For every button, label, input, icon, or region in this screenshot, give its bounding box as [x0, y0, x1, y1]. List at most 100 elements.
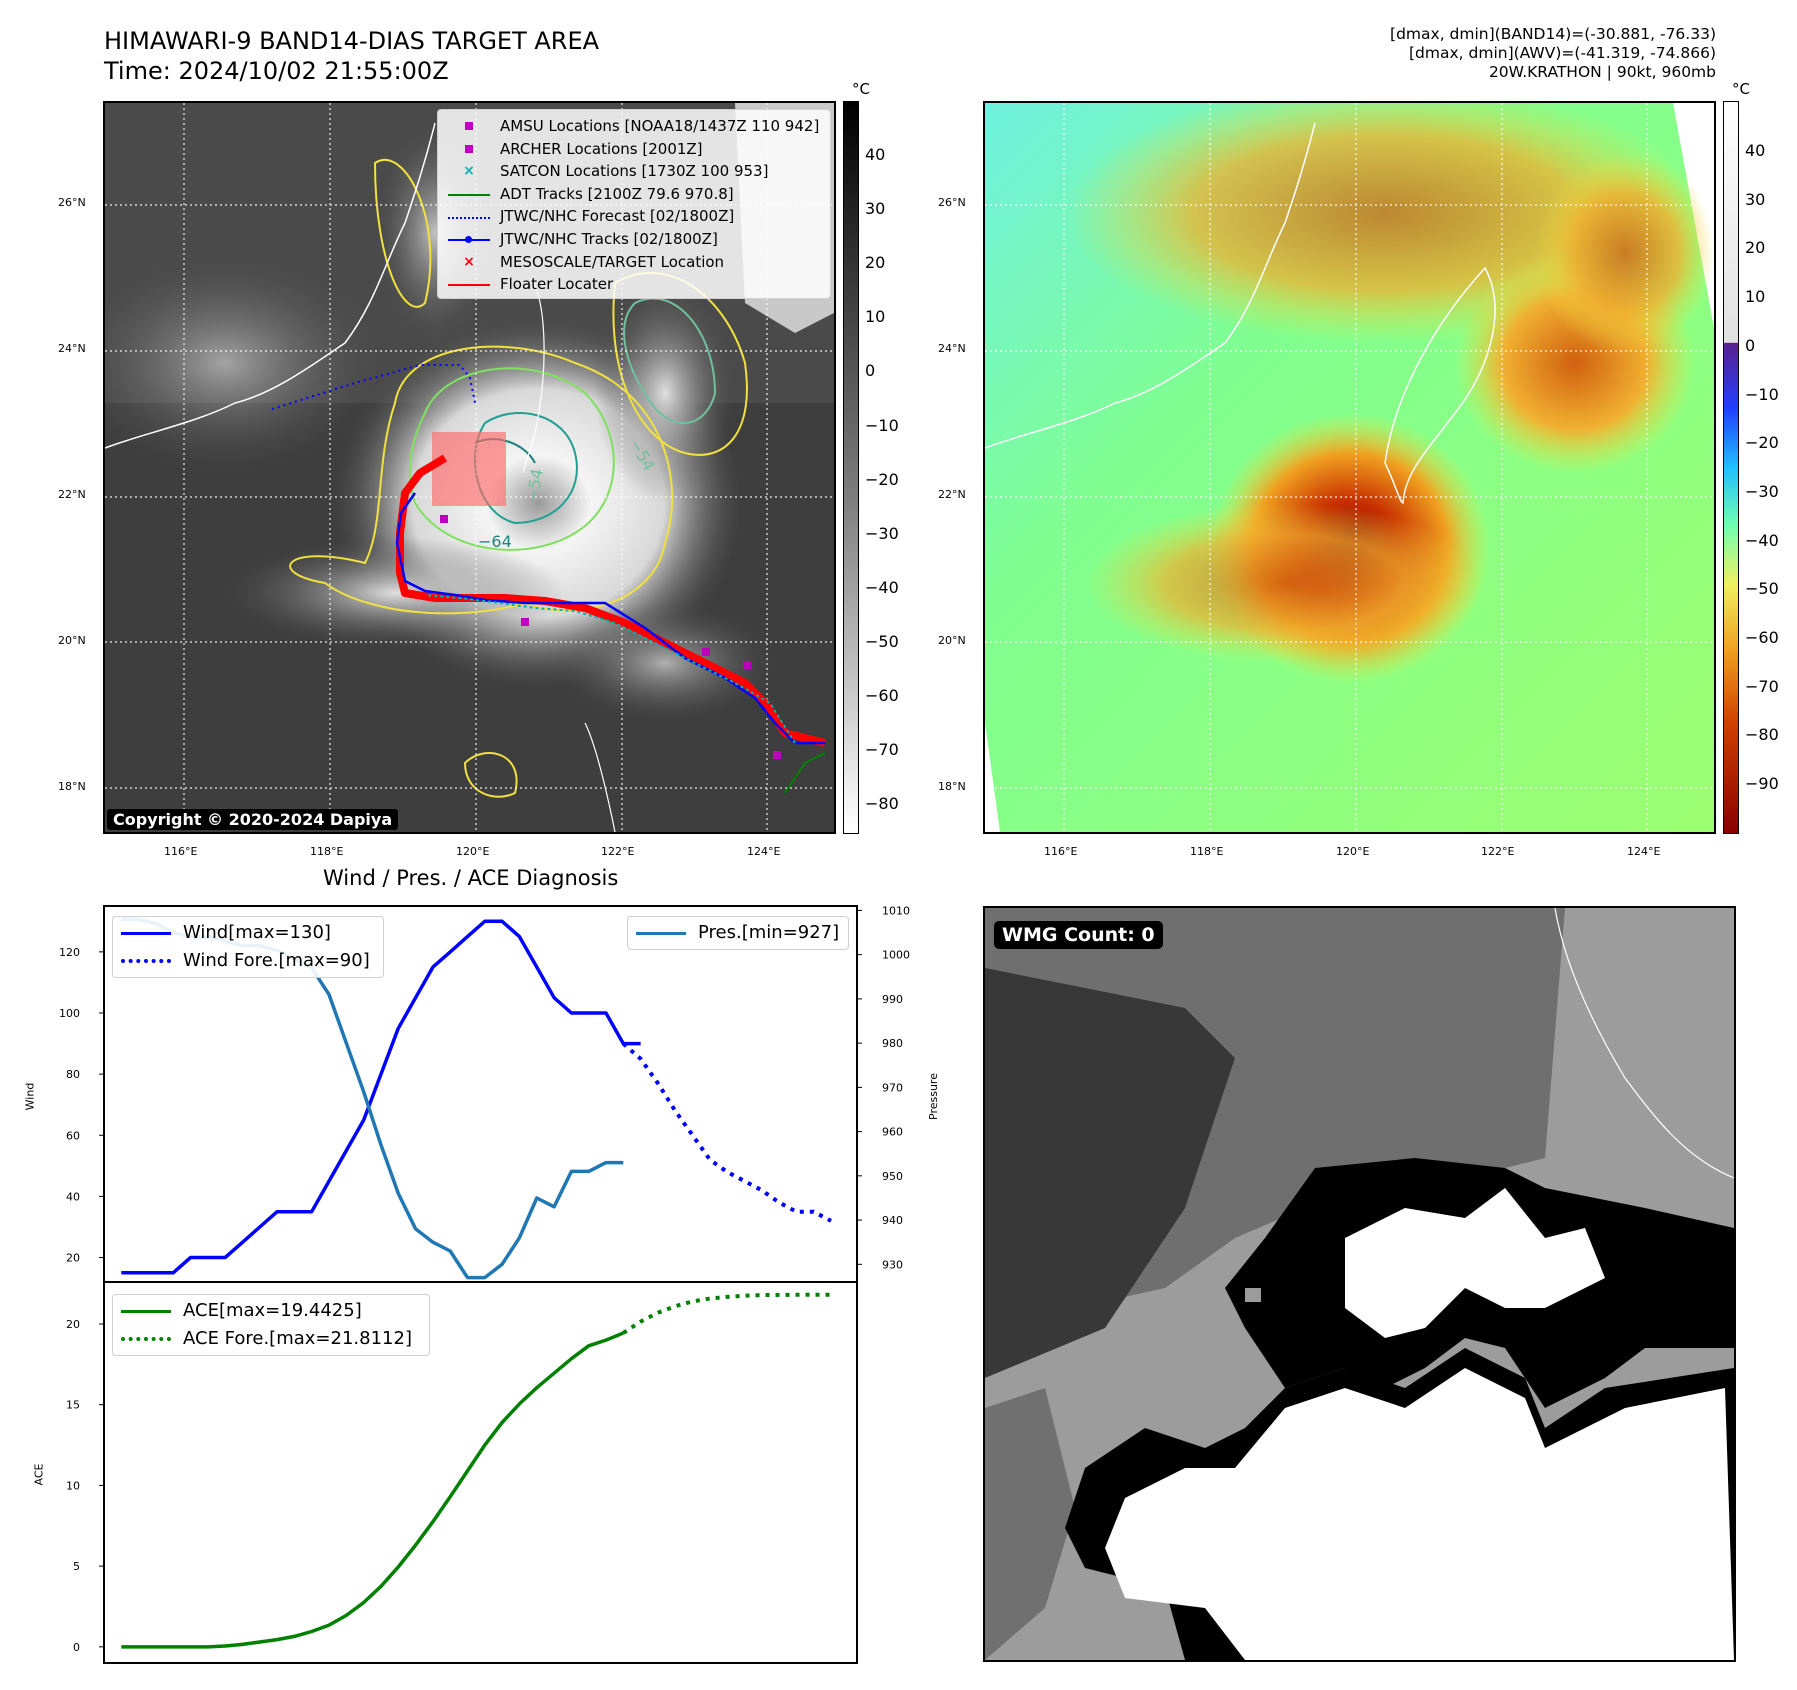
legend-row-target: × MESOSCALE/TARGET Location	[446, 251, 822, 274]
wind-ytick-label: 100	[59, 1007, 80, 1020]
pressure-ytick-label: 980	[882, 1037, 903, 1050]
solid-line-icon	[121, 1309, 171, 1313]
colorbar-tick-label: −80	[865, 794, 899, 814]
colorbar-tick-label: −50	[1745, 579, 1779, 599]
colorbar-tick-label: −10	[1745, 384, 1779, 404]
ace-ytick-label: 20	[66, 1318, 80, 1331]
meta-awv-range: [dmax, dmin](AWV)=(-41.319, -74.866)	[1409, 44, 1716, 62]
lat-label: 20°N	[58, 634, 86, 647]
wmg-count-label: WMG Count: 0	[994, 921, 1163, 949]
colorbar-tick-label: 40	[865, 145, 886, 164]
colorbar-tick-label: −20	[1745, 433, 1779, 453]
colorbar-tick-label: 20	[865, 253, 886, 273]
colorbar-tick-label: 10	[865, 307, 886, 327]
colorbar-tick-label: −60	[1745, 628, 1779, 647]
lon-label: 120°E	[1336, 845, 1370, 858]
colorbar-tick-label: −60	[865, 686, 899, 705]
awv-map-image	[985, 103, 1714, 832]
awv-map-panel[interactable]	[983, 101, 1716, 834]
ace-series-line-0	[121, 1331, 624, 1649]
x-marker-icon: ×	[463, 253, 475, 270]
pressure-ytick-label: 1010	[882, 904, 910, 917]
solid-line-icon	[121, 931, 171, 935]
legend-row-adt: ADT Tracks [2100Z 79.6 970.8]	[446, 183, 822, 206]
legend-row-wind-forecast: Wind Fore.[max=90]	[121, 947, 375, 975]
pressure-axis-label: Pressure	[926, 1073, 940, 1120]
wind-ytick-label: 120	[59, 946, 80, 959]
series-line-0	[121, 919, 641, 1275]
ace-ytick-label: 15	[66, 1399, 80, 1412]
lon-label: 116°E	[164, 845, 198, 858]
square-marker-icon	[446, 119, 492, 133]
colorbar-tick-label: 0	[865, 361, 876, 381]
ace-legend: ACE[max=19.4425] ACE Fore.[max=21.8112]	[112, 1294, 430, 1356]
lat-label: 18°N	[58, 780, 86, 793]
contour-label-64: −64	[478, 532, 512, 551]
colorbar-tick-label: −10	[865, 415, 899, 435]
pressure-ytick-label: 1000	[882, 949, 910, 962]
pressure-ytick-label: 990	[882, 993, 903, 1006]
awv-colorbar	[1723, 101, 1739, 834]
lon-label: 124°E	[1627, 845, 1661, 858]
wind-axis-label: Wind	[23, 1082, 37, 1111]
lon-label: 122°E	[601, 845, 635, 858]
wmg-image	[985, 908, 1734, 1660]
wind-ytick-label: 80	[66, 1068, 80, 1081]
colorbar-tick-label: −30	[865, 523, 899, 543]
lat-label: 26°N	[58, 196, 86, 209]
legend-row-jtwc-forecast: JTWC/NHC Forecast [02/1800Z]	[446, 205, 822, 228]
legend-row-ace-forecast: ACE Fore.[max=21.8112]	[121, 1325, 421, 1353]
lon-label: 116°E	[1044, 845, 1078, 858]
lon-label: 120°E	[456, 845, 490, 858]
lat-label: 26°N	[938, 196, 966, 209]
lat-label: 24°N	[58, 342, 86, 355]
colorbar-tick-label: 10	[1745, 287, 1766, 307]
colorbar-tick-label: −20	[865, 469, 899, 489]
legend-row-floater: Floater Locater	[446, 273, 822, 296]
ace-ytick-label: 10	[66, 1479, 80, 1492]
lat-label: 24°N	[938, 342, 966, 355]
lon-label: 122°E	[1481, 845, 1515, 858]
wind-ytick-label: 60	[66, 1129, 80, 1142]
ace-chart: 0 5 10 15 20	[66, 1292, 831, 1654]
colorbar-tick-label: −30	[1745, 481, 1779, 501]
legend-row-satcon: × SATCON Locations [1730Z 100 953]	[446, 160, 822, 183]
pressure-ytick-label: 950	[882, 1170, 903, 1183]
square-marker-icon	[446, 142, 492, 156]
diagnosis-chart-title: Wind / Pres. / ACE Diagnosis	[323, 866, 619, 890]
meta-storm-info: 20W.KRATHON | 90kt, 960mb	[1488, 63, 1716, 81]
solid-line-icon	[446, 277, 492, 291]
line-dot-icon	[446, 232, 492, 246]
wind-ytick-label: 20	[66, 1252, 80, 1265]
lat-label: 20°N	[938, 634, 966, 647]
lat-label: 22°N	[938, 488, 966, 501]
ir-map-panel[interactable]: −64 −54 −54 AMSU Locations [NOAA18/1437Z…	[103, 101, 836, 834]
legend-row-wind: Wind[max=130]	[121, 919, 375, 947]
legend-row-pressure: Pres.[min=927]	[636, 919, 840, 947]
legend-row-ace: ACE[max=19.4425]	[121, 1297, 421, 1325]
pressure-legend: Pres.[min=927]	[627, 916, 849, 950]
solid-line-icon	[446, 187, 492, 201]
colorbar-tick-label: 0	[1745, 335, 1756, 355]
x-marker-icon: ×	[463, 163, 475, 180]
wind-legend: Wind[max=130] Wind Fore.[max=90]	[112, 916, 384, 978]
meta-band14-range: [dmax, dmin](BAND14)=(-30.881, -76.33)	[1390, 25, 1716, 43]
colorbar-tick-label: 40	[1745, 141, 1766, 160]
ir-colorbar	[843, 101, 859, 834]
wmg-panel[interactable]: WMG Count: 0	[983, 906, 1736, 1662]
colorbar-tick-label: −40	[865, 577, 899, 597]
colorbar-tick-label: 30	[865, 199, 886, 219]
lat-label: 22°N	[58, 488, 86, 501]
pressure-ytick-label: 970	[882, 1081, 903, 1094]
colorbar-tick-label: −90	[1745, 774, 1779, 794]
lon-label: 118°E	[1190, 845, 1224, 858]
dotted-line-icon	[121, 959, 171, 963]
legend-row-amsu: AMSU Locations [NOAA18/1437Z 110 942]	[446, 115, 822, 138]
colorbar-tick-label: −50	[865, 631, 899, 651]
pressure-ytick-label: 960	[882, 1126, 903, 1139]
colorbar-tick-label: −70	[1745, 676, 1779, 696]
wind-ytick-label: 40	[66, 1190, 80, 1203]
pressure-ytick-label: 930	[882, 1258, 903, 1271]
ace-axis-label: ACE	[32, 1463, 46, 1486]
ace-series-line-1	[622, 1292, 831, 1335]
